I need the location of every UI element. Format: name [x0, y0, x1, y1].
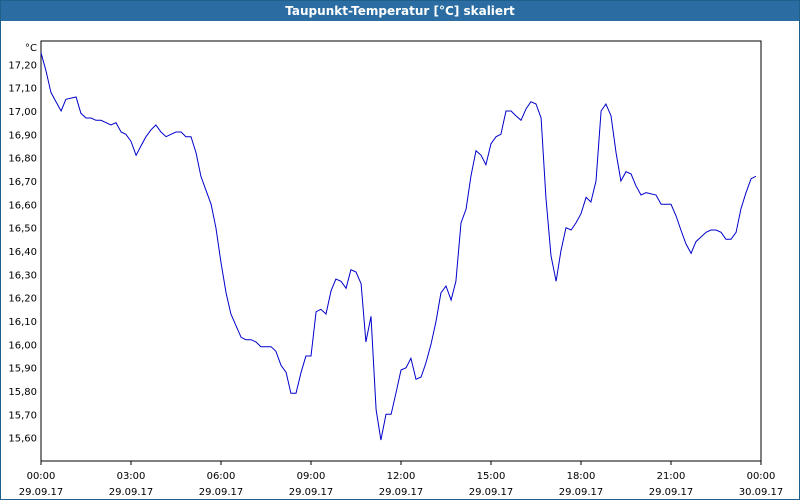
- x-tick-date: 29.09.17: [649, 487, 694, 498]
- y-tick-label: 16,40: [8, 247, 37, 258]
- x-tick-time: 00:00: [747, 471, 776, 482]
- y-tick-label: 17,20: [8, 60, 37, 71]
- y-unit-label: °C: [25, 43, 37, 54]
- x-tick-date: 29.09.17: [469, 487, 514, 498]
- chart-axes: [40, 40, 762, 462]
- y-tick-label: 16,20: [8, 294, 37, 305]
- y-tick-label: 16,10: [8, 317, 37, 328]
- y-tick-label: 15,80: [8, 387, 37, 398]
- x-tick-time: 15:00: [477, 471, 506, 482]
- x-tick-time: 21:00: [657, 471, 686, 482]
- y-tick-label: 17,00: [8, 107, 37, 118]
- y-tick-label: 16,50: [8, 224, 37, 235]
- x-tick-time: 12:00: [387, 471, 416, 482]
- y-tick-label: 16,00: [8, 340, 37, 351]
- y-tick-label: 16,90: [8, 130, 37, 141]
- y-tick-label: 15,70: [8, 410, 37, 421]
- x-tick-date: 29.09.17: [559, 487, 604, 498]
- series-group: [40, 52, 757, 441]
- x-tick-date: 29.09.17: [109, 487, 154, 498]
- x-tick-time: 09:00: [297, 471, 326, 482]
- plot-frame: [40, 40, 762, 462]
- y-tick-label: 16,60: [8, 200, 37, 211]
- window-title: Taupunkt-Temperatur [°C] skaliert: [1, 1, 799, 21]
- x-tick-date: 29.09.17: [379, 487, 424, 498]
- x-tick-time: 06:00: [207, 471, 236, 482]
- x-tick-time: 00:00: [27, 471, 56, 482]
- x-axis-ticks: 00:00 29.09.17 03:00 29.09.17 06:00 29.09.17 0…: [19, 461, 784, 498]
- x-tick-date: 30.09.17: [739, 487, 784, 498]
- x-tick-date: 29.09.17: [289, 487, 334, 498]
- y-tick-label: 16,70: [8, 177, 37, 188]
- y-tick-label: 15,90: [8, 364, 37, 375]
- x-tick-time: 03:00: [117, 471, 146, 482]
- y-tick-label: 16,80: [8, 154, 37, 165]
- x-tick-date: 29.09.17: [19, 487, 64, 498]
- x-tick-time: 18:00: [567, 471, 596, 482]
- y-tick-label: 16,30: [8, 270, 37, 281]
- y-axis-ticks: 17,20 17,10 17,00 16,90 16,80 16,70 16,60 16,50…: [8, 43, 37, 445]
- y-tick-label: 15,60: [8, 434, 37, 445]
- x-tick-date: 29.09.17: [199, 487, 244, 498]
- series-line-0: [40, 52, 757, 441]
- y-tick-label: 17,10: [8, 84, 37, 95]
- line-chart: 17,20 17,10 17,00 16,90 16,80 16,70 16,60 16,50…: [8, 40, 784, 498]
